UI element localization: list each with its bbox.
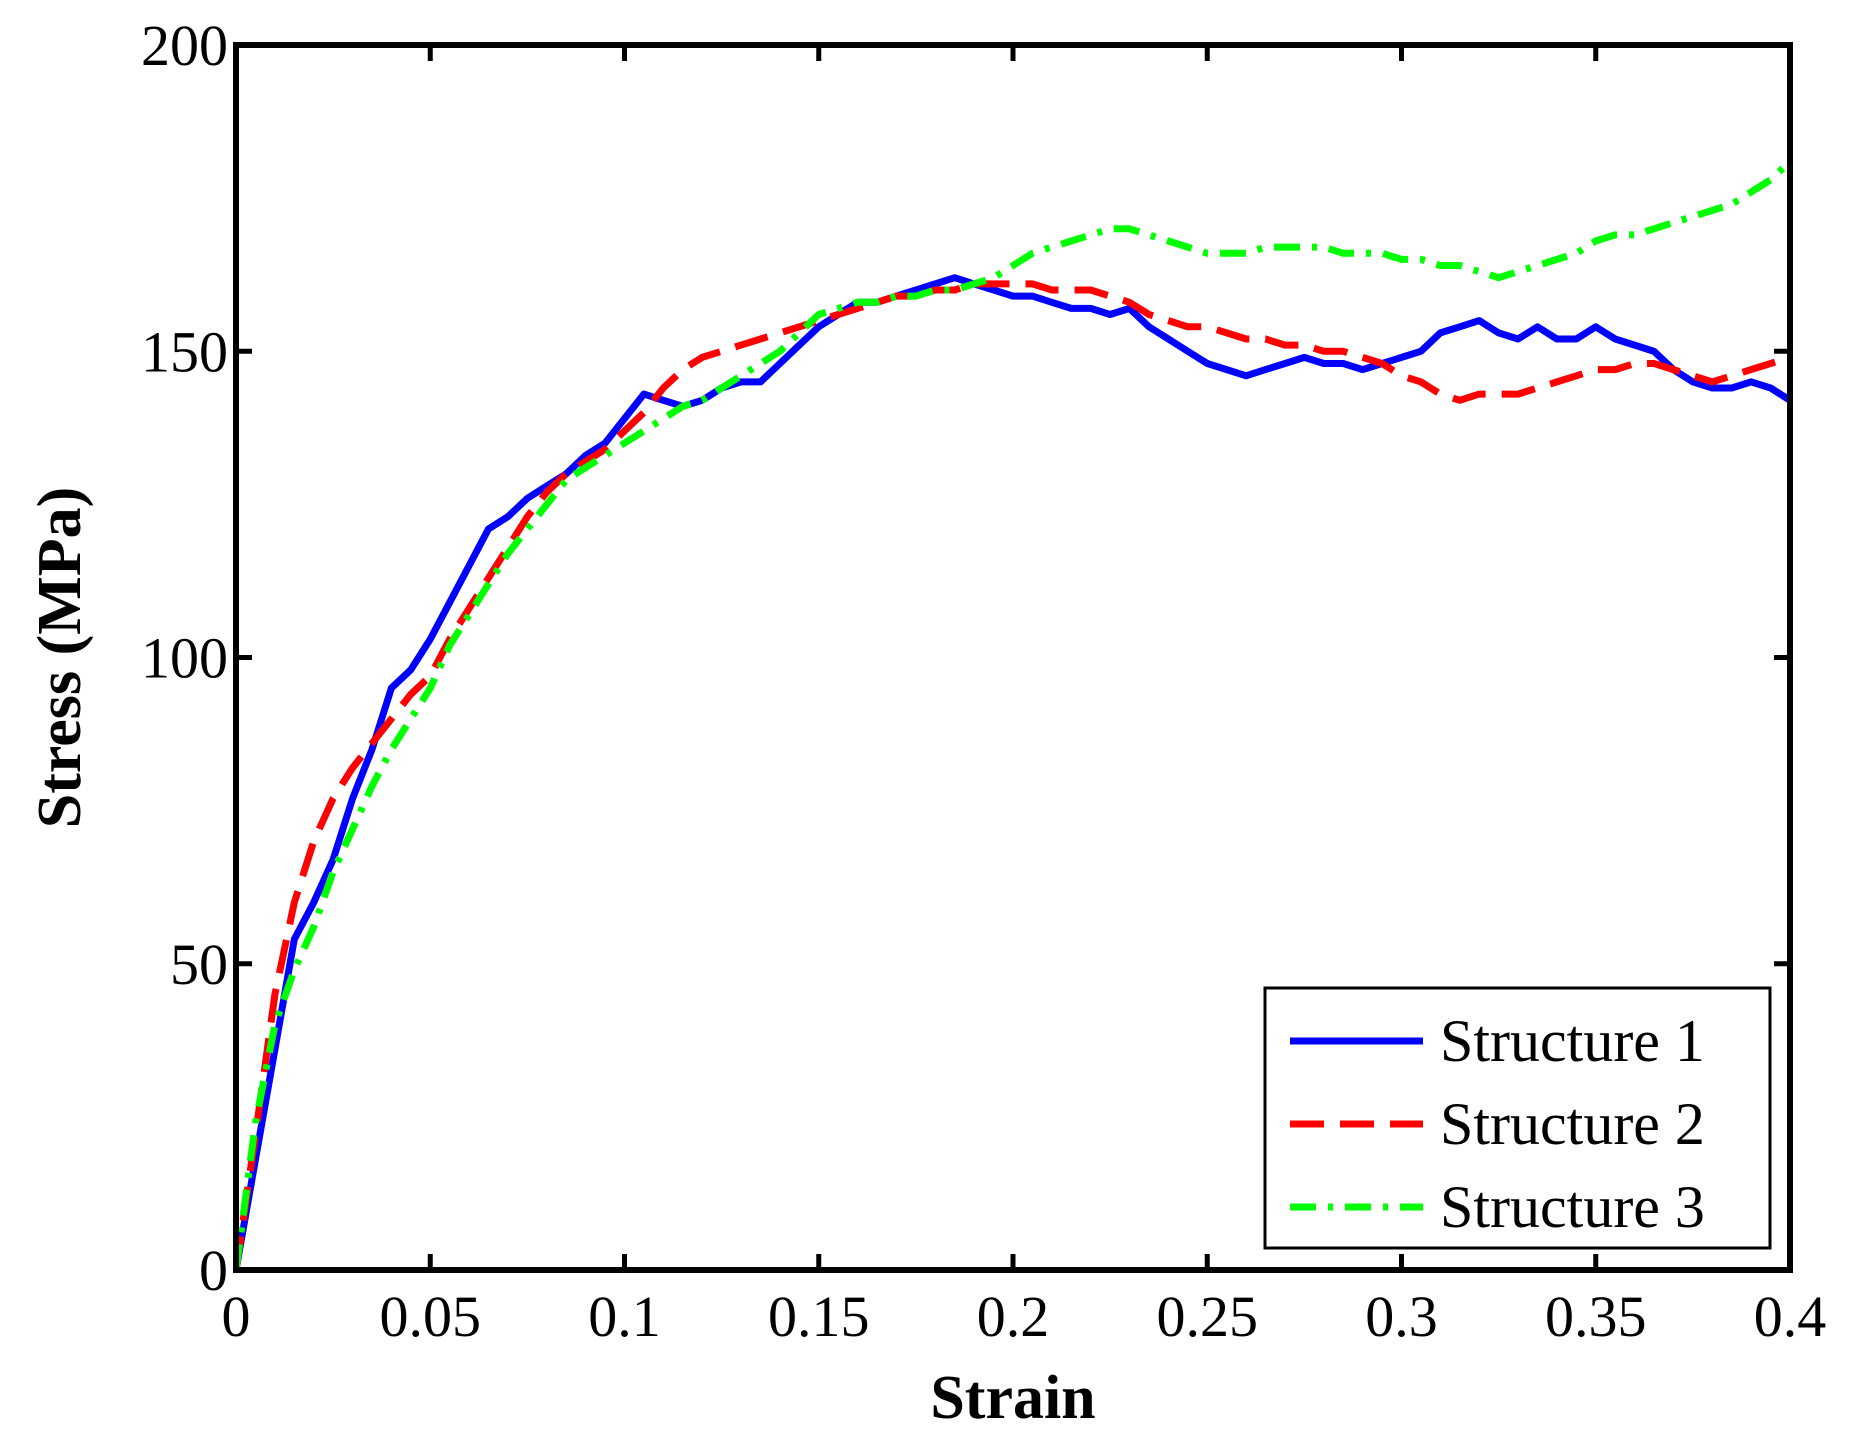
x-tick-label: 0.25	[1157, 1284, 1259, 1349]
x-tick-label: 0.05	[380, 1284, 482, 1349]
y-axis-title: Stress (MPa)	[26, 487, 94, 828]
x-tick-label: 0.2	[977, 1284, 1050, 1349]
x-tick-label: 0	[222, 1284, 251, 1349]
x-tick-label: 0.35	[1545, 1284, 1647, 1349]
legend-label-1: Structure 1	[1440, 1008, 1705, 1074]
legend: Structure 1 Structure 2 Structure 3	[1263, 986, 1772, 1250]
y-tick-label: 50	[170, 932, 228, 997]
series-layer	[236, 158, 1790, 1270]
y-tick-label: 200	[141, 13, 228, 78]
series-line-1	[236, 274, 1790, 1270]
x-tick-label: 0.3	[1365, 1284, 1438, 1349]
legend-label-3: Structure 3	[1440, 1174, 1705, 1240]
series-line-3	[236, 158, 1790, 1270]
x-tick-label: 0.4	[1754, 1284, 1827, 1349]
legend-label-2: Structure 2	[1440, 1091, 1705, 1157]
x-tick-label: 0.15	[768, 1284, 870, 1349]
y-tick-label: 150	[141, 319, 228, 384]
x-tick-label: 0.1	[588, 1284, 661, 1349]
x-axis-title: Strain	[930, 1364, 1095, 1432]
axes-layer: 0 0.05 0.1 0.15 0.2 0.25 0.3 0.35 0.4 0 50 100 150 20…	[26, 13, 1826, 1432]
y-tick-label: 0	[199, 1238, 228, 1303]
y-tick-label: 100	[141, 626, 228, 691]
